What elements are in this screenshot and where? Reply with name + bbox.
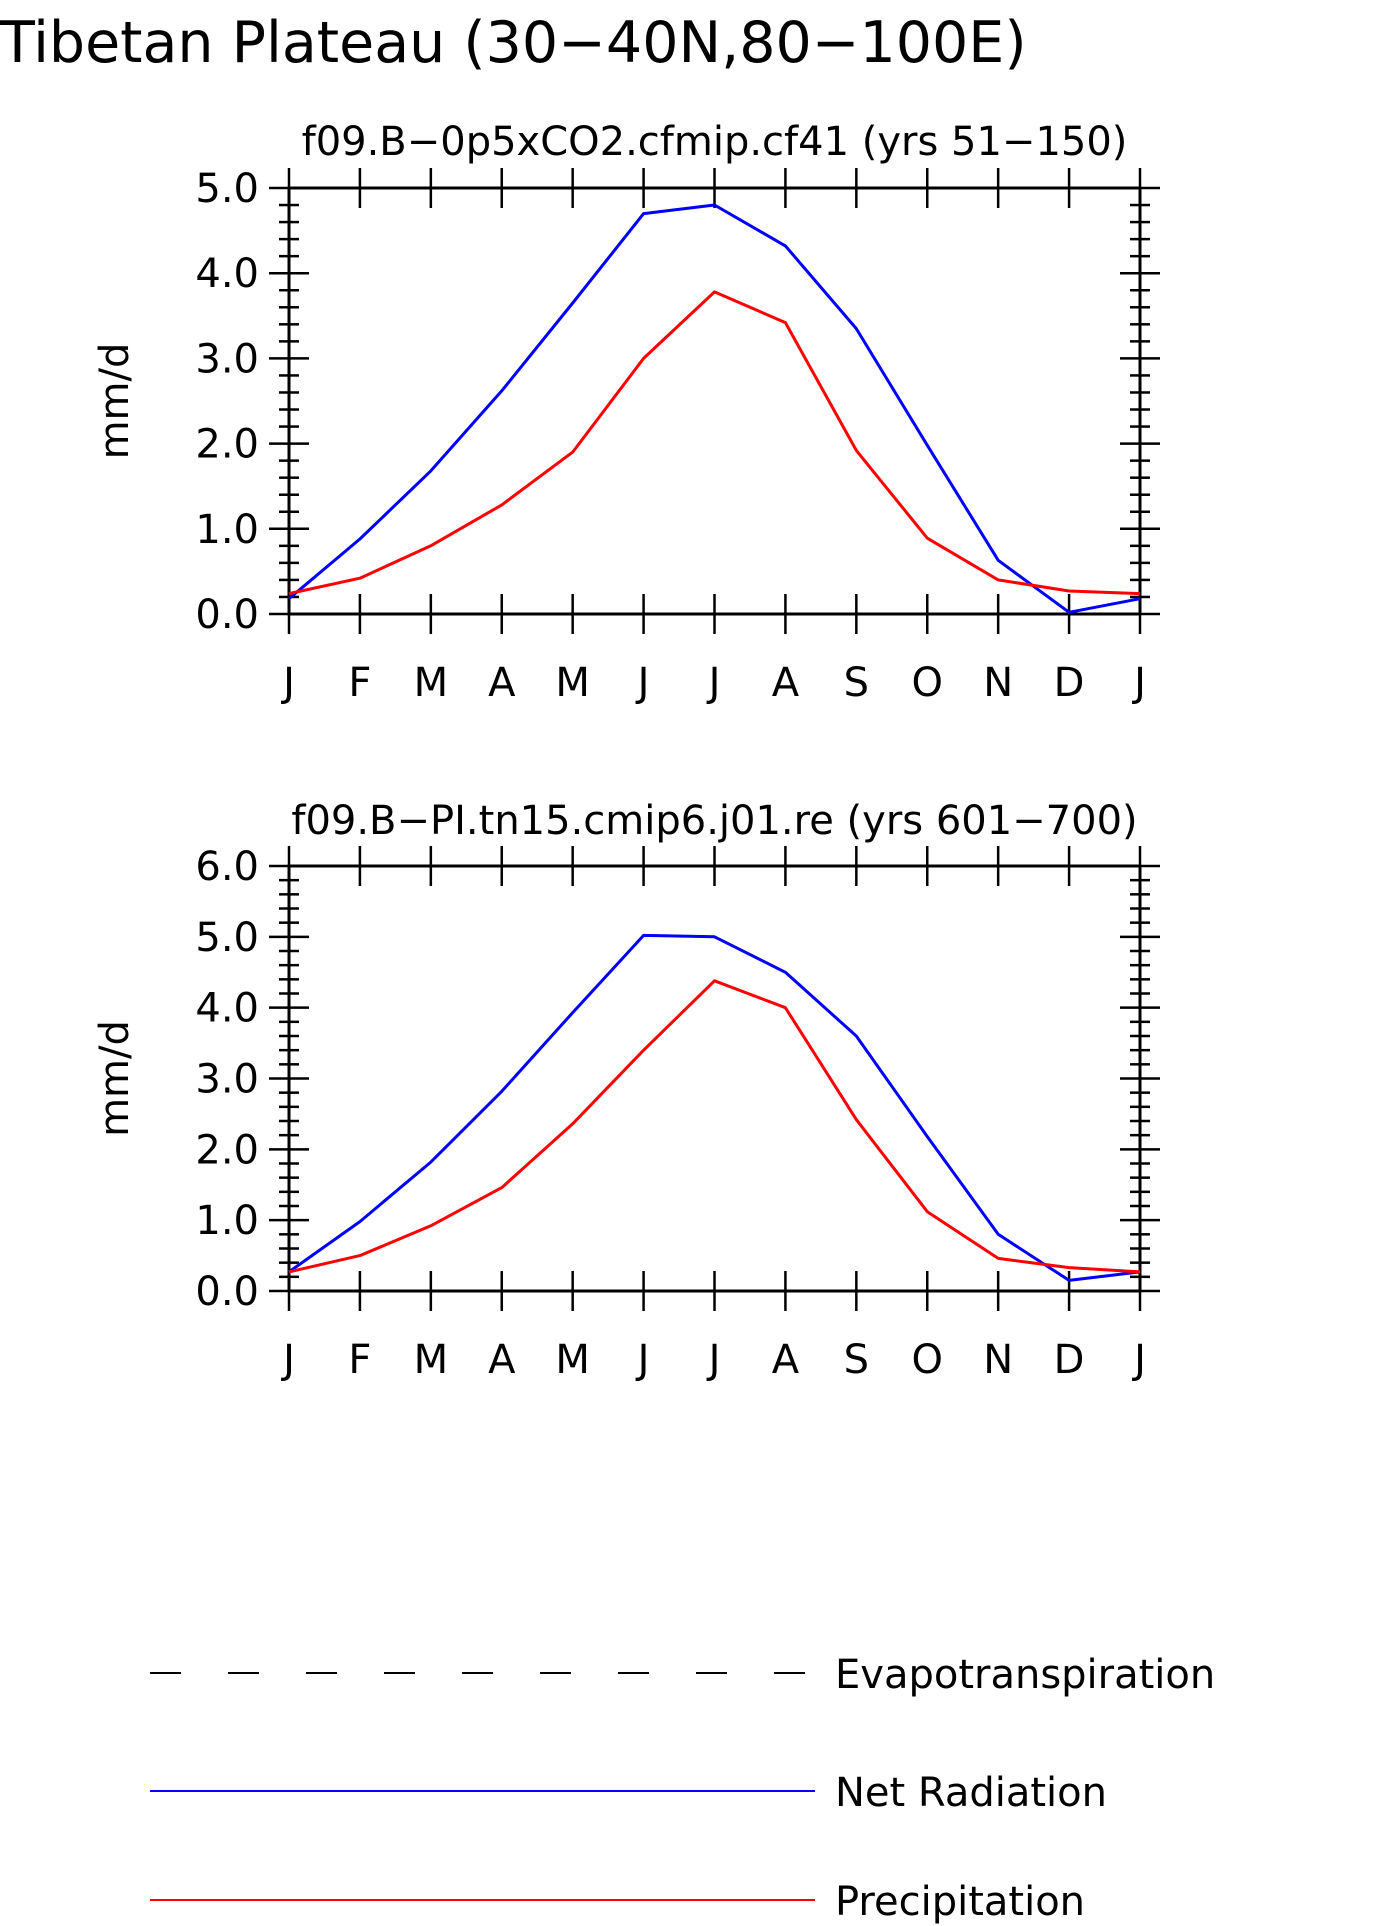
y-tick-label: 3.0 [195,336,259,382]
legend: Evapotranspiration Net Radiation Precipita… [150,1652,1215,1925]
legend-label-evapotranspiration: Evapotranspiration [835,1652,1215,1698]
x-tick-label: A [488,660,516,706]
x-tick-label: D [1054,660,1085,706]
y-tick-label: 5.0 [195,915,259,961]
x-tick-label: S [844,660,869,706]
chart-title: f09.B−PI.tn15.cmip6.j01.re (yrs 601−700) [291,798,1137,844]
x-tick-label: S [844,1337,869,1383]
x-tick-label: J [706,660,721,706]
x-tick-label: J [280,1337,295,1383]
chart-title: f09.B−0p5xCO2.cfmip.cf41 (yrs 51−150) [302,119,1128,165]
x-tick-label: A [488,1337,516,1383]
x-tick-label: A [772,1337,800,1383]
x-tick-label: J [635,660,650,706]
y-tick-label: 3.0 [195,1057,259,1103]
x-tick-label: M [414,660,449,706]
x-tick-label: J [635,1337,650,1383]
x-tick-label: J [280,660,295,706]
x-tick-label: J [706,1337,721,1383]
x-tick-label: F [348,1337,371,1383]
y-tick-label: 1.0 [195,1198,259,1244]
y-tick-label: 2.0 [195,1127,259,1173]
series-line-precipitation [288,290,1141,596]
y-tick-label: 2.0 [195,422,259,468]
chart-panel-1: f09.B−0p5xCO2.cfmip.cf41 (yrs 51−150) mm/… [92,119,1160,706]
x-tick-label: N [983,660,1013,706]
y-tick-label: 5.0 [195,166,259,212]
x-tick-label: J [1131,660,1146,706]
chart-panel-2: f09.B−PI.tn15.cmip6.j01.re (yrs 601−700)… [92,798,1160,1383]
x-tick-label: F [348,660,371,706]
x-tick-label: J [1131,1337,1146,1383]
series-line-precipitation [288,979,1141,1274]
y-tick-label: 6.0 [195,844,259,890]
x-tick-label: D [1054,1337,1085,1383]
legend-label-net-radiation: Net Radiation [835,1770,1107,1816]
y-axis-label: mm/d [92,343,138,460]
plot-frame [287,864,1142,1293]
x-tick-label: M [555,1337,590,1383]
x-tick-label: A [772,660,800,706]
x-tick-label: N [983,1337,1013,1383]
x-tick-label: O [912,1337,943,1383]
series-line-net-radiation [288,933,1141,1282]
series-line-net-radiation [288,203,1141,614]
y-tick-label: 1.0 [195,507,259,553]
y-tick-label: 0.0 [195,592,259,638]
x-tick-label: M [555,660,590,706]
x-tick-label: O [912,660,943,706]
y-tick-label: 4.0 [195,986,259,1032]
y-tick-label: 0.0 [195,1269,259,1315]
y-axis-label: mm/d [92,1020,138,1137]
figure-title: Tibetan Plateau (30−40N,80−100E) [0,10,1027,76]
x-tick-label: M [414,1337,449,1383]
plot-frame [287,186,1142,616]
legend-label-precipitation: Precipitation [835,1879,1085,1925]
y-tick-label: 4.0 [195,251,259,297]
